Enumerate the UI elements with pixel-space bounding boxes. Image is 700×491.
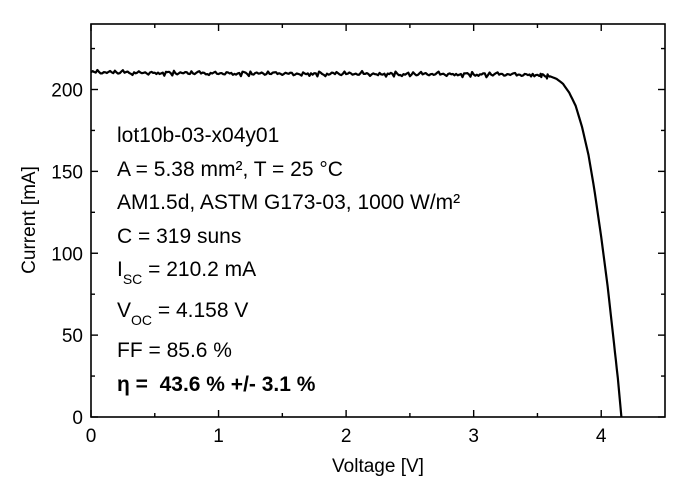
y-axis-title: Current [mA] — [19, 166, 40, 274]
axis-tick-labels: 0 1 2 3 4 0 50 100 150 200 — [51, 81, 607, 448]
y-tick-label: 150 — [51, 162, 83, 183]
isc-subscript: SC — [123, 271, 142, 287]
x-axis-title: Voltage [V] — [332, 456, 424, 477]
x-tick-label: 3 — [468, 426, 479, 447]
y-tick-label: 200 — [51, 81, 83, 102]
x-tick-label: 1 — [213, 426, 224, 447]
voc-value: = 4.158 V — [152, 299, 248, 322]
voc-subscript: OC — [131, 312, 152, 328]
x-tick-label: 4 — [596, 426, 607, 447]
voc-symbol: V — [117, 299, 131, 322]
area-temp-label: A = 5.38 mm², T = 25 °C — [117, 158, 343, 181]
y-tick-label: 0 — [72, 408, 83, 429]
y-tick-label: 100 — [51, 244, 83, 265]
x-tick-label: 2 — [341, 426, 352, 447]
y-tick-label: 50 — [62, 326, 83, 347]
annotation-block: lot10b-03-x04y01 A = 5.38 mm², T = 25 °C… — [117, 124, 460, 396]
x-tick-label: 0 — [86, 426, 97, 447]
voc-label: VOC = 4.158 V — [117, 299, 248, 328]
axis-ticks — [90, 24, 665, 418]
plot-border — [90, 23, 666, 418]
sample-id-label: lot10b-03-x04y01 — [117, 124, 279, 147]
efficiency-label: η = 43.6 % +/- 3.1 % — [117, 373, 316, 396]
spectrum-label: AM1.5d, ASTM G173-03, 1000 W/m² — [117, 191, 460, 214]
isc-symbol: I — [117, 258, 123, 281]
isc-label: ISC = 210.2 mA — [117, 258, 256, 287]
isc-value: = 210.2 mA — [142, 258, 256, 281]
plot-frame — [90, 23, 666, 418]
fill-factor-label: FF = 85.6 % — [117, 339, 232, 362]
iv-curve — [90, 68, 623, 418]
concentration-label: C = 319 suns — [117, 225, 241, 248]
